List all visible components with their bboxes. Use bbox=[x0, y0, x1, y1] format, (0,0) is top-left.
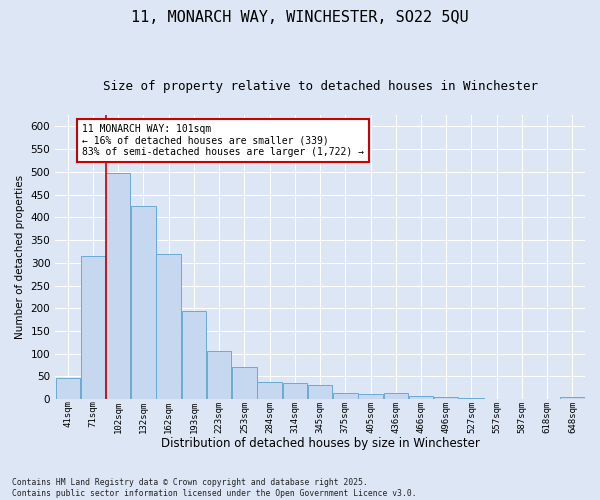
Bar bbox=[308, 384, 332, 399]
Bar bbox=[333, 394, 358, 399]
Bar bbox=[81, 256, 105, 399]
Bar bbox=[434, 397, 458, 399]
Bar bbox=[257, 382, 282, 399]
Bar bbox=[182, 310, 206, 399]
Bar bbox=[409, 396, 433, 399]
Bar bbox=[560, 398, 584, 399]
Bar bbox=[232, 368, 257, 399]
Text: Contains HM Land Registry data © Crown copyright and database right 2025.
Contai: Contains HM Land Registry data © Crown c… bbox=[12, 478, 416, 498]
Text: 11, MONARCH WAY, WINCHESTER, SO22 5QU: 11, MONARCH WAY, WINCHESTER, SO22 5QU bbox=[131, 10, 469, 25]
Bar bbox=[131, 206, 156, 399]
Bar bbox=[283, 384, 307, 399]
Bar bbox=[56, 378, 80, 399]
Y-axis label: Number of detached properties: Number of detached properties bbox=[15, 175, 25, 339]
Bar bbox=[207, 352, 232, 399]
X-axis label: Distribution of detached houses by size in Winchester: Distribution of detached houses by size … bbox=[161, 437, 479, 450]
Bar bbox=[106, 172, 130, 399]
Bar bbox=[358, 394, 383, 399]
Title: Size of property relative to detached houses in Winchester: Size of property relative to detached ho… bbox=[103, 80, 538, 93]
Text: 11 MONARCH WAY: 101sqm
← 16% of detached houses are smaller (339)
83% of semi-de: 11 MONARCH WAY: 101sqm ← 16% of detached… bbox=[82, 124, 364, 156]
Bar bbox=[157, 254, 181, 399]
Bar bbox=[459, 398, 484, 399]
Bar bbox=[383, 393, 408, 399]
